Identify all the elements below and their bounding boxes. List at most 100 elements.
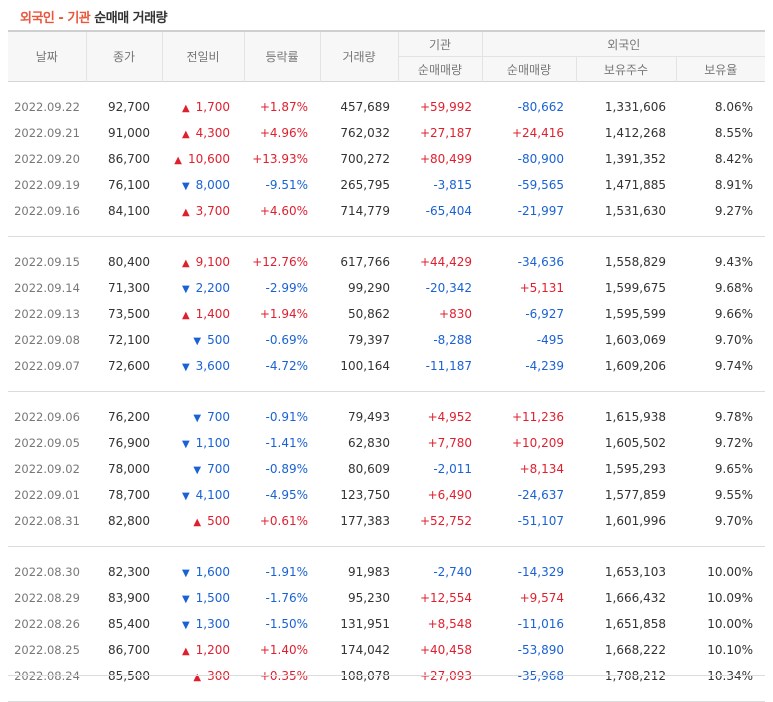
foreign-net-cell: -4,239: [525, 359, 564, 373]
arrow-up-icon: ▲: [181, 207, 190, 218]
table-body: 2022.09.22 92,700 ▲ 1,700 +1.87% 457,689 +59,9…: [8, 82, 766, 702]
header-rate: 등락률: [243, 31, 320, 82]
arrow-up-icon: ▲: [181, 103, 190, 114]
foreign-net-cell: -34,636: [517, 255, 564, 269]
close-cell: 82,300: [108, 565, 150, 579]
change-cell: ▼ 1,100: [162, 430, 244, 456]
date-cell: 2022.09.14: [14, 281, 80, 295]
volume-cell: 265,795: [340, 178, 390, 192]
arrow-down-icon: ▼: [181, 491, 190, 502]
volume-cell: 79,397: [348, 333, 390, 347]
change-cell: ▲ 1,400: [162, 301, 244, 327]
institution-net-cell: +8,548: [427, 617, 472, 631]
change-value: 1,300: [195, 617, 230, 631]
change-value: 700: [207, 462, 230, 476]
close-cell: 86,700: [108, 152, 150, 166]
volume-cell: 79,493: [348, 410, 390, 424]
volume-cell: 177,383: [340, 514, 390, 528]
table-row: 2022.08.31 82,800 ▲ 500 +0.61% 177,383 +52,752…: [8, 508, 765, 534]
change-value: 4,100: [195, 488, 230, 502]
foreign-hold-cell: 1,668,222: [604, 643, 666, 657]
table-row: 2022.09.05 76,900 ▼ 1,100 -1.41% 62,830 +7,780…: [8, 430, 765, 456]
foreign-institution-panel: 외국인 - 기관 순매매 거래량 날짜 종가 전일비 등락률 거래량 기관 외국…: [8, 11, 766, 702]
date-cell: 2022.08.24: [14, 669, 80, 683]
foreign-ratio-cell: 9.55%: [714, 488, 754, 502]
close-cell: 83,900: [108, 591, 150, 605]
change-cell: ▲ 500: [162, 508, 244, 534]
change-value: 1,200: [195, 643, 230, 657]
header-institution-group: 기관: [397, 31, 482, 57]
foreign-ratio-cell: 9.27%: [714, 204, 754, 218]
header-close: 종가: [85, 31, 162, 82]
date-cell: 2022.09.20: [14, 152, 80, 166]
group-spacer: [8, 392, 765, 405]
arrow-up-icon: ▲: [181, 258, 190, 269]
change-cell: ▲ 3,700: [162, 198, 244, 224]
arrow-down-icon: ▼: [193, 413, 202, 424]
foreign-ratio-cell: 10.10%: [707, 643, 754, 657]
date-cell: 2022.09.08: [14, 333, 80, 347]
group-divider: [8, 224, 766, 237]
close-cell: 72,600: [108, 359, 150, 373]
date-cell: 2022.09.16: [14, 204, 80, 218]
foreign-net-cell: -24,637: [517, 488, 564, 502]
foreign-net-cell: +10,209: [511, 436, 564, 450]
header-volume: 거래량: [319, 31, 398, 82]
volume-cell: 174,042: [340, 643, 390, 657]
foreign-hold-cell: 1,603,069: [604, 333, 666, 347]
table-row: 2022.09.14 71,300 ▼ 2,200 -2.99% 99,290 -20,34…: [8, 275, 765, 301]
rate-cell: +0.61%: [259, 514, 308, 528]
close-cell: 73,500: [108, 307, 150, 321]
change-cell: ▼ 3,600: [162, 353, 244, 379]
foreign-ratio-cell: 8.55%: [714, 126, 754, 140]
table-header: 날짜 종가 전일비 등락률 거래량 기관 외국인 순매매량 순매매량 보유주수 …: [8, 31, 766, 82]
rate-cell: +4.96%: [259, 126, 308, 140]
change-value: 300: [207, 669, 230, 683]
volume-cell: 80,609: [348, 462, 390, 476]
arrow-down-icon: ▼: [181, 362, 190, 373]
foreign-ratio-cell: 9.68%: [714, 281, 754, 295]
header-change: 전일비: [161, 31, 244, 82]
institution-net-cell: +52,752: [419, 514, 472, 528]
foreign-hold-cell: 1,653,103: [604, 565, 666, 579]
foreign-net-cell: -59,565: [517, 178, 564, 192]
foreign-ratio-cell: 10.34%: [707, 669, 754, 683]
foreign-hold-cell: 1,595,599: [604, 307, 666, 321]
foreign-hold-cell: 1,708,212: [604, 669, 666, 683]
foreign-hold-cell: 1,331,606: [604, 100, 666, 114]
volume-cell: 700,272: [340, 152, 390, 166]
table-row: 2022.09.02 78,000 ▼ 700 -0.89% 80,609 -2,011 +8…: [8, 456, 765, 482]
foreign-ratio-cell: 9.70%: [714, 333, 754, 347]
institution-net-cell: -20,342: [425, 281, 472, 295]
foreign-net-cell: -80,662: [517, 100, 564, 114]
arrow-down-icon: ▼: [181, 620, 190, 631]
rate-cell: -0.91%: [265, 410, 308, 424]
header-foreign-ratio: 보유율: [675, 56, 766, 82]
foreign-ratio-cell: 9.78%: [714, 410, 754, 424]
group-divider: [8, 689, 766, 702]
foreign-hold-cell: 1,609,206: [604, 359, 666, 373]
arrow-up-icon: ▲: [193, 517, 202, 528]
foreign-hold-cell: 1,599,675: [604, 281, 666, 295]
rate-cell: -1.41%: [265, 436, 308, 450]
change-value: 9,100: [195, 255, 230, 269]
institution-net-cell: +40,458: [419, 643, 472, 657]
table-row: 2022.08.26 85,400 ▼ 1,300 -1.50% 131,951 +8,54…: [8, 611, 765, 637]
rate-cell: -4.95%: [265, 488, 308, 502]
close-cell: 86,700: [108, 643, 150, 657]
foreign-ratio-cell: 10.00%: [707, 617, 754, 631]
change-value: 10,600: [188, 152, 230, 166]
foreign-net-cell: +8,134: [519, 462, 564, 476]
arrow-up-icon: ▲: [181, 310, 190, 321]
foreign-net-cell: +9,574: [519, 591, 564, 605]
foreign-hold-cell: 1,666,432: [604, 591, 666, 605]
date-cell: 2022.08.29: [14, 591, 80, 605]
table-row: 2022.09.16 84,100 ▲ 3,700 +4.60% 714,779 -65,4…: [8, 198, 765, 224]
institution-net-cell: -2,011: [433, 462, 472, 476]
change-cell: ▲ 10,600: [162, 146, 244, 172]
table-row: 2022.09.06 76,200 ▼ 700 -0.91% 79,493 +4,952 +1…: [8, 404, 765, 430]
arrow-down-icon: ▼: [181, 439, 190, 450]
change-cell: ▲ 9,100: [162, 249, 244, 275]
date-cell: 2022.08.25: [14, 643, 80, 657]
foreign-net-cell: +5,131: [519, 281, 564, 295]
